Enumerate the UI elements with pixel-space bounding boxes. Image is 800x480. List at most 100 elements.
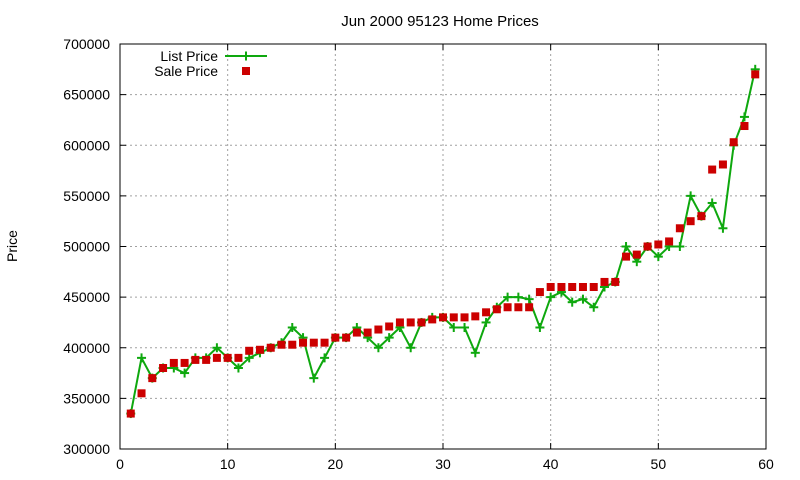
- sale-price-point: [471, 312, 480, 321]
- x-tick-label: 10: [220, 456, 236, 472]
- list-price-point: [546, 292, 556, 302]
- list-price-point: [320, 353, 330, 363]
- sale-price-point: [622, 252, 631, 261]
- list-price-point: [460, 323, 470, 332]
- list-price-point: [653, 252, 663, 262]
- sale-price-point: [363, 328, 372, 337]
- sale-price-point: [665, 237, 674, 246]
- y-tick-label: 350000: [63, 390, 110, 406]
- x-tick-label: 50: [651, 456, 667, 472]
- list-price-point: [675, 242, 685, 251]
- sale-price-point: [503, 303, 512, 312]
- sale-price-point: [159, 364, 168, 372]
- sale-price-point: [385, 322, 394, 331]
- sale-price-point: [654, 240, 663, 249]
- list-price-point: [567, 297, 577, 307]
- list-price-point: [137, 353, 147, 363]
- list-price-point: [481, 317, 491, 327]
- sale-price-point: [191, 355, 200, 364]
- list-price-point: [244, 353, 254, 363]
- sale-price-point: [180, 358, 189, 367]
- sale-price-point: [718, 160, 727, 169]
- sale-price-point: [169, 358, 178, 367]
- x-tick-label: 30: [435, 456, 451, 472]
- sale-price-point: [482, 308, 491, 317]
- list-price-point: [309, 373, 319, 383]
- x-axis-tick-labels: 0 10 20 30 40 50 60: [116, 456, 774, 472]
- list-price-point: [513, 292, 523, 302]
- x-tick-label: 60: [758, 456, 774, 472]
- list-price-point: [578, 294, 588, 304]
- y-tick-label: 500000: [63, 239, 110, 255]
- list-price-point: [621, 242, 631, 251]
- sale-price-point: [611, 277, 620, 286]
- list-price-point: [373, 343, 383, 353]
- list-price-point: [470, 348, 480, 358]
- sale-price-point: [600, 277, 609, 286]
- sale-price-point: [643, 242, 652, 251]
- sale-price-point: [675, 224, 684, 233]
- sale-price-point: [223, 353, 232, 362]
- list-price-point: [632, 257, 642, 267]
- chart-title: Jun 2000 95123 Home Prices: [341, 13, 539, 30]
- list-price-point: [384, 333, 394, 343]
- list-price-point: [707, 198, 717, 208]
- list-price-point: [718, 223, 728, 233]
- sale-price-point: [449, 313, 458, 322]
- sale-price-point: [525, 303, 534, 312]
- sale-price-point: [277, 340, 286, 349]
- sale-price-point: [299, 338, 308, 347]
- sale-price-point: [352, 328, 361, 337]
- y-axis-tick-labels: 300000 350000 400000 450000 500000 550000 6000…: [63, 36, 110, 457]
- list-price-point: [233, 363, 243, 373]
- sale-price-point: [309, 338, 318, 347]
- axis-ticks: [119, 43, 767, 450]
- sale-price-point: [740, 122, 749, 131]
- sale-price-point: [697, 212, 706, 221]
- sale-price-point: [137, 389, 146, 398]
- y-tick-label: 300000: [63, 441, 110, 457]
- sale-price-point: [245, 346, 254, 355]
- sale-price-point: [406, 318, 415, 327]
- sale-price-point: [751, 70, 760, 79]
- sale-price-point: [439, 313, 447, 322]
- list-price-point: [212, 343, 222, 353]
- sale-price-point: [202, 355, 211, 364]
- sale-price-point: [589, 283, 598, 291]
- legend-marker-sale-price: [242, 67, 250, 75]
- sale-price-point: [708, 165, 717, 174]
- sale-price-point: [212, 353, 221, 362]
- list-price-point: [589, 302, 599, 312]
- y-tick-label: 550000: [63, 188, 110, 204]
- list-price-point: [686, 191, 696, 201]
- sale-price-point: [428, 315, 437, 324]
- sale-price-point: [417, 318, 426, 327]
- list-price-point: [406, 343, 416, 353]
- list-price-point: [503, 292, 513, 302]
- y-axis-label: Price: [4, 230, 20, 262]
- sale-price-point: [374, 325, 383, 334]
- y-tick-label: 600000: [63, 137, 110, 153]
- x-tick-label: 40: [543, 456, 559, 472]
- x-tick-label: 20: [328, 456, 344, 472]
- sale-price-point: [535, 288, 544, 297]
- series: [126, 64, 760, 419]
- sale-price-point: [578, 283, 587, 291]
- sale-price-point: [266, 343, 275, 352]
- sale-price-point: [514, 303, 523, 312]
- list-price-point: [739, 112, 749, 122]
- list-price-point: [449, 323, 459, 332]
- sale-price-point: [320, 338, 329, 347]
- list-price-point: [180, 368, 190, 378]
- legend-plus: [241, 51, 251, 61]
- sale-price-point: [557, 283, 566, 291]
- legend-label-list-price: List Price: [160, 48, 218, 64]
- sale-price-point: [234, 353, 243, 362]
- sale-price-point: [460, 313, 469, 322]
- x-tick-label: 0: [116, 456, 124, 472]
- series-1: [126, 70, 760, 418]
- y-tick-label: 400000: [63, 340, 110, 356]
- list-price-point: [524, 294, 534, 304]
- legend-marker-list-price: [241, 51, 251, 61]
